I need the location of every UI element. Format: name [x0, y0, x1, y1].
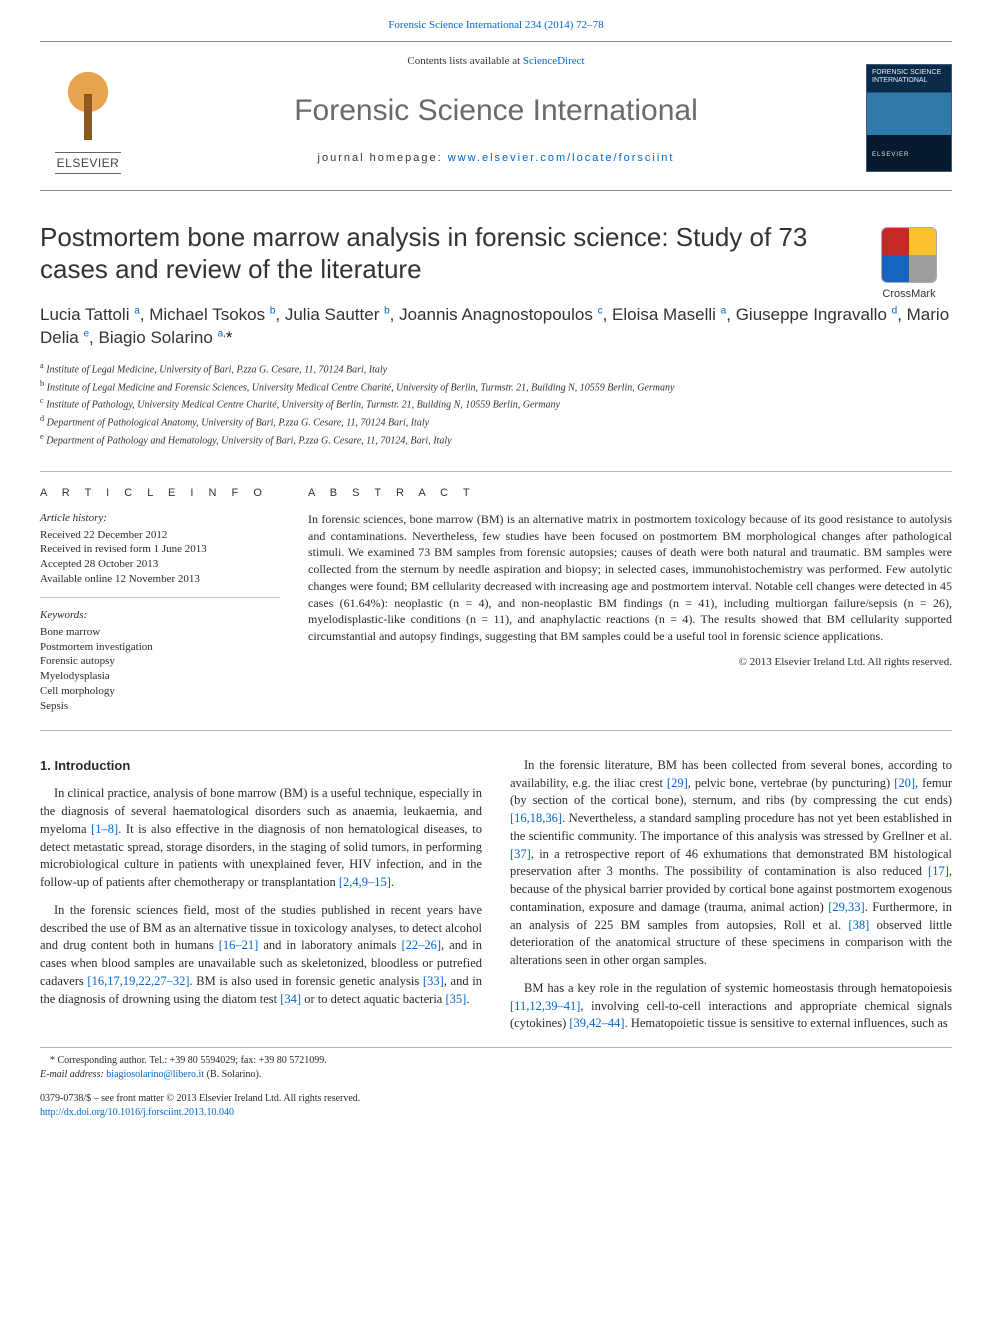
ref-link[interactable]: [17] [928, 864, 949, 878]
page-footer: * Corresponding author. Tel.: +39 80 559… [40, 1047, 952, 1120]
ref-link[interactable]: [39,42–44] [569, 1016, 624, 1030]
front-matter-line: 0379-0738/$ – see front matter © 2013 El… [40, 1092, 470, 1106]
affiliation-line: a Institute of Legal Medicine, Universit… [40, 360, 952, 378]
affiliation-list: a Institute of Legal Medicine, Universit… [40, 360, 952, 449]
history-line: Accepted 28 October 2013 [40, 557, 280, 572]
keywords-head: Keywords: [40, 608, 280, 623]
affiliation-line: e Department of Pathology and Hematology… [40, 431, 952, 449]
affiliation-line: b Institute of Legal Medicine and Forens… [40, 378, 952, 396]
ref-link[interactable]: [37] [510, 847, 531, 861]
history-line: Received 22 December 2012 [40, 528, 280, 543]
journal-cover-thumbnail: FORENSIC SCIENCE INTERNATIONAL ELSEVIER [866, 64, 952, 172]
intro-paragraph-1: In clinical practice, analysis of bone m… [40, 785, 482, 892]
abstract-copyright: © 2013 Elsevier Ireland Ltd. All rights … [308, 655, 952, 670]
crossmark-label: CrossMark [866, 287, 952, 302]
keyword-line: Bone marrow [40, 625, 280, 640]
doi-link[interactable]: http://dx.doi.org/10.1016/j.forsciint.20… [40, 1107, 234, 1118]
history-line: Available online 12 November 2013 [40, 572, 280, 587]
email-label: E-mail address: [40, 1069, 106, 1080]
keyword-line: Sepsis [40, 699, 280, 714]
affiliation-line: c Institute of Pathology, University Med… [40, 395, 952, 413]
ref-link[interactable]: [33] [423, 974, 444, 988]
corresponding-email-line: E-mail address: biagiosolarino@libero.it… [40, 1068, 470, 1082]
cover-publisher: ELSEVIER [872, 151, 909, 159]
article-history-head: Article history: [40, 511, 280, 526]
email-tail: (B. Solarino). [204, 1069, 261, 1080]
intro-paragraph-2: In the forensic sciences field, most of … [40, 902, 482, 1009]
affiliation-line: d Department of Pathological Anatomy, Un… [40, 413, 952, 431]
ref-link[interactable]: [20] [894, 776, 915, 790]
ref-link[interactable]: [16,17,19,22,27–32] [87, 974, 189, 988]
abstract-box: A B S T R A C T In forensic sciences, bo… [308, 486, 952, 714]
abstract-text: In forensic sciences, bone marrow (BM) i… [308, 511, 952, 645]
journal-masthead: ELSEVIER Contents lists available at Sci… [40, 41, 952, 191]
ref-link[interactable]: [1–8] [91, 822, 118, 836]
ref-link[interactable]: [16,18,36] [510, 811, 562, 825]
ref-link[interactable]: [2,4,9–15] [339, 875, 391, 889]
journal-title: Forensic Science International [160, 69, 832, 152]
running-head-citation[interactable]: Forensic Science International 234 (2014… [388, 19, 603, 31]
ref-link[interactable]: [29] [667, 776, 688, 790]
crossmark-icon [881, 227, 937, 283]
ref-link[interactable]: [16–21] [219, 938, 259, 952]
sciencedirect-link[interactable]: ScienceDirect [523, 55, 585, 67]
journal-homepage-line: journal homepage: www.elsevier.com/locat… [160, 151, 832, 166]
info-divider [40, 597, 280, 598]
article-title: Postmortem bone marrow analysis in foren… [40, 221, 840, 286]
keyword-line: Myelodysplasia [40, 669, 280, 684]
intro-paragraph-4: BM has a key role in the regulation of s… [510, 980, 952, 1033]
publisher-logo: ELSEVIER [40, 56, 136, 174]
article-info-box: A R T I C L E I N F O Article history: R… [40, 486, 280, 714]
journal-homepage-link[interactable]: www.elsevier.com/locate/forsciint [448, 152, 675, 164]
contents-available-prefix: Contents lists available at [407, 55, 522, 67]
crossmark-badge[interactable]: CrossMark [866, 227, 952, 302]
ref-link[interactable]: [34] [280, 992, 301, 1006]
corresponding-author: * Corresponding author. Tel.: +39 80 559… [40, 1054, 470, 1068]
homepage-label: journal homepage: [318, 152, 448, 164]
ref-link[interactable]: [35] [445, 992, 466, 1006]
keyword-line: Cell morphology [40, 684, 280, 699]
ref-link[interactable]: [22–26] [401, 938, 441, 952]
section-heading-introduction: 1. Introduction [40, 757, 482, 775]
ref-link[interactable]: [11,12,39–41] [510, 999, 580, 1013]
abstract-head: A B S T R A C T [308, 486, 952, 501]
article-body: 1. Introduction In clinical practice, an… [40, 757, 952, 1033]
corresponding-email-link[interactable]: biagiosolarino@libero.it [106, 1069, 204, 1080]
cover-title: FORENSIC SCIENCE INTERNATIONAL [867, 65, 951, 88]
article-info-head: A R T I C L E I N F O [40, 486, 280, 501]
author-list: Lucia Tattoli a, Michael Tsokos b, Julia… [40, 304, 952, 350]
intro-paragraph-3: In the forensic literature, BM has been … [510, 757, 952, 970]
elsevier-tree-icon [53, 68, 123, 148]
keyword-line: Postmortem investigation [40, 640, 280, 655]
ref-link[interactable]: [38] [848, 918, 869, 932]
keyword-line: Forensic autopsy [40, 654, 280, 669]
ref-link[interactable]: [29,33] [828, 900, 864, 914]
contents-available-line: Contents lists available at ScienceDirec… [160, 42, 832, 69]
publisher-name: ELSEVIER [55, 152, 122, 174]
history-line: Received in revised form 1 June 2013 [40, 542, 280, 557]
